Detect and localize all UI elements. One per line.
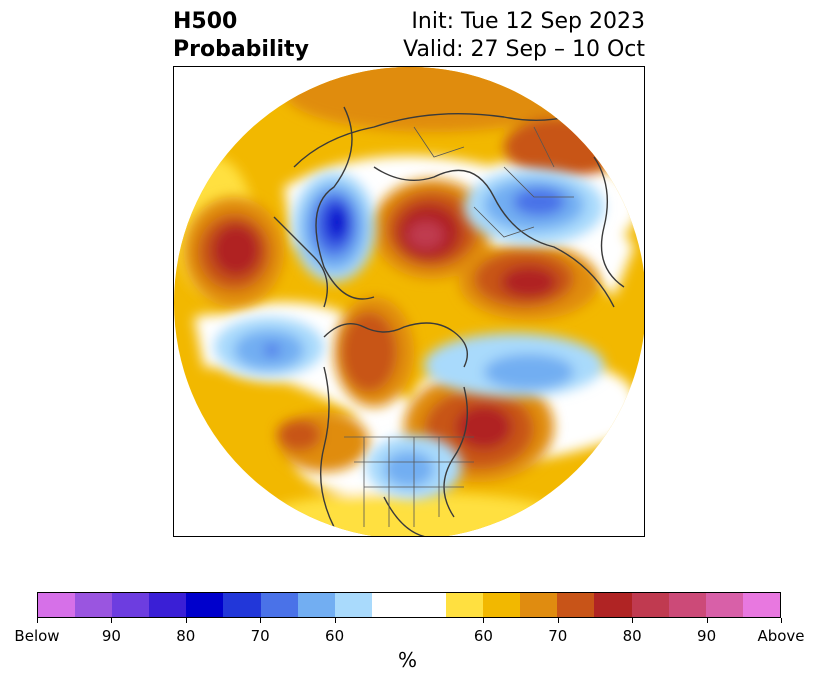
probability-map — [173, 66, 645, 537]
colorbar — [37, 592, 781, 618]
colorbar-segment — [297, 593, 335, 617]
colorbar-segment — [186, 593, 224, 617]
colorbar-tick-mark — [781, 618, 782, 623]
colorbar-tick-mark — [632, 618, 634, 623]
date-info: Init: Tue 12 Sep 2023 Valid: 27 Sep – 10… — [403, 8, 645, 64]
probability-contours — [174, 67, 644, 536]
colorbar-tick-mark — [557, 618, 559, 623]
colorbar-tick-mark — [260, 618, 262, 623]
colorbar-segment — [742, 593, 780, 617]
colorbar-segment — [149, 593, 187, 617]
borders — [344, 126, 574, 527]
colorbar-segment — [631, 593, 669, 617]
colorbar-tick-mark — [483, 618, 485, 623]
colorbar-segment — [408, 593, 447, 617]
colorbar-segment — [334, 593, 372, 617]
colorbar-tick-label: 60 — [473, 627, 493, 645]
above-normal-centers — [184, 67, 624, 482]
colorbar-segment — [668, 593, 706, 617]
colorbar-segment — [557, 593, 595, 617]
below-normal-centers — [214, 169, 604, 499]
colorbar-tick-label: Above — [757, 627, 805, 645]
colorbar-tick-mark — [111, 618, 113, 623]
colorbar-tick-label: 90 — [697, 627, 717, 645]
coastlines — [273, 106, 625, 536]
init-date: Init: Tue 12 Sep 2023 — [411, 9, 645, 34]
map-title: H500 Probability — [173, 8, 309, 64]
colorbar-tick-label: Below — [14, 627, 60, 645]
colorbar-segment — [75, 593, 113, 617]
colorbar-segment — [112, 593, 150, 617]
colorbar-tick-label: 80 — [176, 627, 196, 645]
colorbar-segment — [594, 593, 632, 617]
colorbar-tick-label: 70 — [548, 627, 568, 645]
colorbar-tick-label: 90 — [101, 627, 121, 645]
title-line-2: Probability — [173, 37, 309, 62]
colorbar-tick-mark — [37, 618, 38, 623]
map-canvas — [174, 67, 644, 536]
colorbar-segment — [446, 593, 484, 617]
colorbar-segment — [483, 593, 521, 617]
colorbar-tick-mark — [706, 618, 708, 623]
colorbar-tick-label: 70 — [250, 627, 270, 645]
colorbar-tick-label: 60 — [325, 627, 345, 645]
colorbar-tick-label: 80 — [622, 627, 642, 645]
colorbar-segment — [260, 593, 298, 617]
unit-label: % — [398, 648, 418, 672]
colorbar-tick-mark — [185, 618, 187, 623]
colorbar-segment — [38, 593, 76, 617]
valid-period: Valid: 27 Sep – 10 Oct — [403, 37, 645, 62]
colorbar-tick-mark — [334, 618, 336, 623]
colorbar-segment — [223, 593, 261, 617]
colorbar-segment — [520, 593, 558, 617]
colorbar-segment — [371, 593, 409, 617]
colorbar-segment — [705, 593, 743, 617]
title-line-1: H500 — [173, 9, 238, 34]
